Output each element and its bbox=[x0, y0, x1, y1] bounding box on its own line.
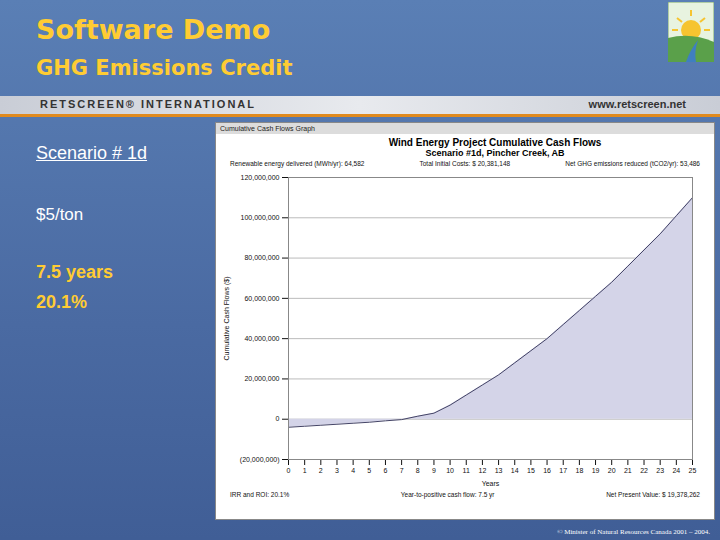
svg-text:14: 14 bbox=[511, 467, 519, 474]
svg-text:10: 10 bbox=[446, 467, 454, 474]
svg-text:3: 3 bbox=[335, 467, 339, 474]
html-text:Net GHG emissions reduced (tCO: Net GHG emissions reduced (tCO2/yr): 53,… bbox=[565, 160, 700, 167]
svg-text:0: 0 bbox=[276, 415, 280, 422]
html-text:Net Present Value: $ 19,378,26: Net Present Value: $ 19,378,262 bbox=[606, 491, 700, 498]
svg-text:Cumulative Cash Flows ($): Cumulative Cash Flows ($) bbox=[223, 276, 231, 360]
svg-text:Years: Years bbox=[482, 480, 500, 487]
svg-text:24: 24 bbox=[672, 467, 680, 474]
svg-text:22: 22 bbox=[640, 467, 648, 474]
svg-text:12: 12 bbox=[479, 467, 487, 474]
svg-text:0: 0 bbox=[287, 467, 291, 474]
svg-text:120,000,000: 120,000,000 bbox=[241, 174, 280, 181]
svg-text:8: 8 bbox=[416, 467, 420, 474]
svg-text:9: 9 bbox=[432, 467, 436, 474]
svg-text:7: 7 bbox=[400, 467, 404, 474]
html-text:RETSCREEN® INTERNATIONAL: RETSCREEN® INTERNATIONAL bbox=[40, 98, 256, 110]
svg-text:21: 21 bbox=[624, 467, 632, 474]
svg-text:17: 17 bbox=[559, 467, 567, 474]
html-text:IRR and ROI: 20.1%: IRR and ROI: 20.1% bbox=[230, 491, 290, 498]
html-text:Scenario #1d, Pincher Creek, A: Scenario #1d, Pincher Creek, AB bbox=[425, 148, 565, 158]
html-text:$5/ton: $5/ton bbox=[36, 205, 84, 224]
svg-text:19: 19 bbox=[592, 467, 600, 474]
svg-text:25: 25 bbox=[689, 467, 697, 474]
svg-text:80,000,000: 80,000,000 bbox=[244, 254, 279, 261]
html-text:Scenario # 1d: Scenario # 1d bbox=[36, 143, 148, 163]
html-text:20.1%: 20.1% bbox=[36, 292, 87, 312]
html-text:Year-to-positive cash flow: 7.: Year-to-positive cash flow: 7.5 yr bbox=[400, 491, 495, 498]
svg-text:(20,000,000): (20,000,000) bbox=[240, 456, 280, 464]
html-text:www.retscreen.net: www.retscreen.net bbox=[588, 98, 686, 110]
svg-text:6: 6 bbox=[384, 467, 388, 474]
html-text:Wind Energy Project Cumulative: Wind Energy Project Cumulative Cash Flow… bbox=[388, 137, 602, 148]
svg-text:1: 1 bbox=[303, 467, 307, 474]
svg-text:20,000,000: 20,000,000 bbox=[244, 375, 279, 382]
html-text:GHG Emissions Credit: GHG Emissions Credit bbox=[36, 56, 293, 80]
svg-text:11: 11 bbox=[463, 467, 470, 474]
html-text:Software Demo: Software Demo bbox=[36, 14, 271, 45]
svg-text:60,000,000: 60,000,000 bbox=[244, 295, 279, 302]
svg-text:13: 13 bbox=[495, 467, 503, 474]
svg-text:18: 18 bbox=[575, 467, 583, 474]
svg-text:20: 20 bbox=[608, 467, 616, 474]
html-text:7.5 years: 7.5 years bbox=[36, 262, 114, 282]
svg-text:2: 2 bbox=[319, 467, 323, 474]
svg-text:23: 23 bbox=[656, 467, 664, 474]
svg-text:100,000,000: 100,000,000 bbox=[241, 214, 280, 221]
svg-text:4: 4 bbox=[351, 467, 355, 474]
html-text:Total Initial Costs: $ 20,381,: Total Initial Costs: $ 20,381,148 bbox=[419, 160, 511, 167]
html-text:Cumulative Cash Flows Graph: Cumulative Cash Flows Graph bbox=[220, 125, 315, 132]
svg-text:40,000,000: 40,000,000 bbox=[244, 335, 279, 342]
html-text:© Minister of Natural Resource: © Minister of Natural Resources Canada 2… bbox=[557, 528, 710, 536]
svg-text:5: 5 bbox=[367, 467, 371, 474]
svg-text:15: 15 bbox=[527, 467, 535, 474]
svg-text:16: 16 bbox=[543, 467, 551, 474]
html-text:Renewable energy delivered (MW: Renewable energy delivered (MWh/yr): 64,… bbox=[230, 160, 365, 167]
